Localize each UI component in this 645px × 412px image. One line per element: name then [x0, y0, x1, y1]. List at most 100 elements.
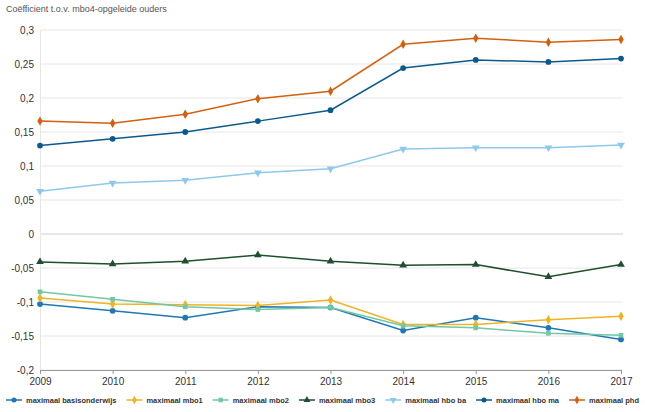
series: [37, 301, 624, 342]
y-tick: -0,1: [17, 297, 40, 308]
series-marker: [328, 305, 333, 310]
y-tick: -0,2: [17, 365, 40, 376]
x-tick-mark: [476, 370, 477, 374]
series-marker: [36, 189, 44, 196]
series-marker: [183, 300, 188, 309]
series-marker: [473, 315, 479, 321]
legend-item: maximaal basisonderwijs: [6, 396, 116, 405]
y-tick: 0: [28, 229, 40, 240]
series-marker: [254, 251, 262, 258]
series: [38, 289, 624, 337]
y-tick: -0,05: [11, 263, 40, 274]
y-tick-label: 0,3: [20, 25, 34, 36]
series-marker: [254, 171, 262, 178]
x-tick-mark: [258, 370, 259, 374]
series-marker: [617, 143, 625, 150]
x-tick-mark: [331, 370, 332, 374]
grid-line: [40, 268, 623, 269]
series-marker: [110, 308, 116, 314]
series-marker: [618, 56, 624, 62]
series-marker: [399, 147, 407, 154]
series-marker: [546, 37, 551, 46]
x-tick: 2015: [465, 370, 488, 387]
x-tick-label: 2016: [538, 376, 561, 387]
series-marker: [473, 320, 478, 329]
y-axis-title: Coëfficient t.o.v. mbo4-opgeleide ouders: [6, 4, 167, 14]
series-marker: [328, 295, 333, 304]
legend-marker: [132, 396, 137, 404]
series-marker: [182, 315, 188, 321]
x-tick: 2010: [102, 370, 125, 387]
series-marker: [38, 289, 43, 294]
x-tick: 2013: [320, 370, 343, 387]
legend-marker: [575, 396, 580, 404]
x-tick: 2016: [538, 370, 561, 387]
grid: [40, 30, 623, 370]
legend-label: maximaal phd: [589, 396, 639, 405]
series-marker: [181, 178, 189, 185]
x-tick: 2017: [610, 370, 633, 387]
series: [36, 251, 625, 279]
series-marker: [255, 94, 260, 103]
x-tick-label: 2009: [29, 376, 52, 387]
series-line: [40, 59, 621, 146]
series: [37, 293, 623, 329]
grid-line: [40, 336, 623, 337]
series-marker: [545, 59, 551, 65]
y-axis: -0,2-0,15-0,1-0,0500,050,10,150,20,250,3: [11, 25, 40, 376]
x-axis-line: [41, 371, 622, 375]
series-marker: [255, 118, 261, 124]
x-tick-label: 2015: [465, 376, 488, 387]
series-marker: [182, 129, 188, 135]
series-marker: [327, 166, 335, 173]
series: [37, 56, 624, 149]
series-marker: [328, 107, 334, 113]
series-marker: [399, 261, 407, 268]
series-line: [40, 145, 621, 191]
y-tick-label: -0,15: [11, 331, 34, 342]
y-tick-label: 0,25: [15, 59, 35, 70]
x-tick-label: 2017: [610, 376, 633, 387]
y-tick: 0,15: [15, 127, 40, 138]
series-marker: [545, 145, 553, 152]
series-marker: [618, 35, 623, 44]
y-tick-label: -0,1: [17, 297, 35, 308]
series-marker: [546, 331, 551, 336]
series-marker: [109, 181, 117, 188]
y-tick-label: 0: [28, 229, 34, 240]
x-tick-label: 2013: [320, 376, 343, 387]
legend-label: maximaal mbo3: [319, 396, 375, 405]
legend: maximaal basisonderwijs maximaal mbo1 maxi…: [6, 396, 639, 405]
legend-item: maximaal mbo3: [299, 396, 375, 405]
series: [37, 33, 623, 127]
legend-marker: [482, 397, 487, 402]
series-marker: [619, 333, 624, 338]
series-marker: [37, 143, 43, 149]
legend-marker: [390, 398, 397, 404]
series-marker: [37, 293, 42, 302]
series-marker: [473, 325, 478, 330]
series-marker: [400, 320, 405, 329]
series-marker: [181, 257, 189, 264]
chart: -0,2-0,15-0,1-0,0500,050,10,150,20,250,3…: [0, 0, 645, 412]
grid-line: [40, 30, 623, 31]
y-axis-line: [40, 31, 41, 371]
y-tick: 0,05: [15, 195, 40, 206]
x-tick-mark: [113, 370, 114, 374]
series-marker: [545, 325, 551, 331]
series-marker: [473, 33, 478, 42]
x-axis: 200920102011201220132014201520162017: [29, 370, 633, 387]
x-tick-mark: [621, 370, 622, 374]
series-marker: [545, 272, 553, 279]
series-marker: [256, 307, 261, 312]
legend-item: maximaal mbo1: [126, 396, 202, 405]
x-tick-label: 2010: [102, 376, 125, 387]
x-tick: 2011: [175, 370, 197, 387]
legend-label: maximaal mbo2: [233, 396, 289, 405]
series-marker: [617, 260, 625, 267]
x-tick-label: 2011: [175, 376, 197, 387]
x-tick-mark: [40, 370, 41, 374]
grid-line: [40, 132, 623, 133]
y-tick-label: 0,05: [15, 195, 35, 206]
series-marker: [472, 145, 480, 152]
